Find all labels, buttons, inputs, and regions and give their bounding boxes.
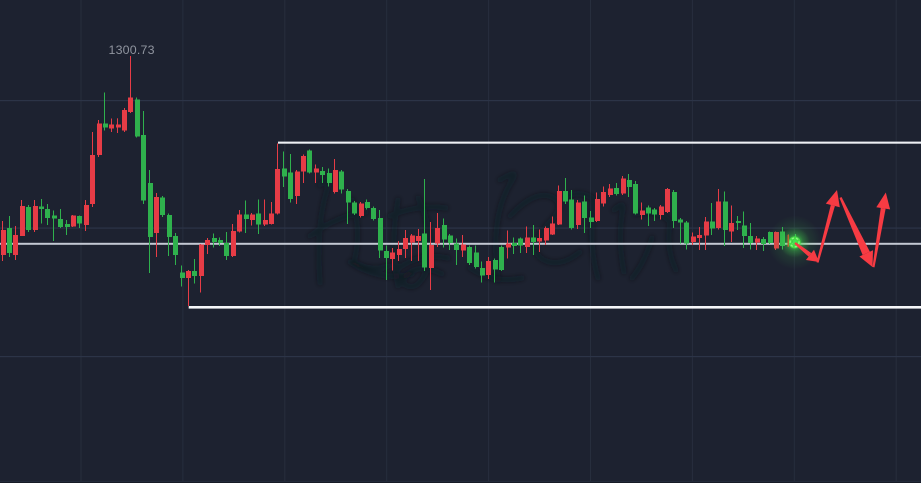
svg-text:1300.73: 1300.73 bbox=[109, 43, 155, 57]
